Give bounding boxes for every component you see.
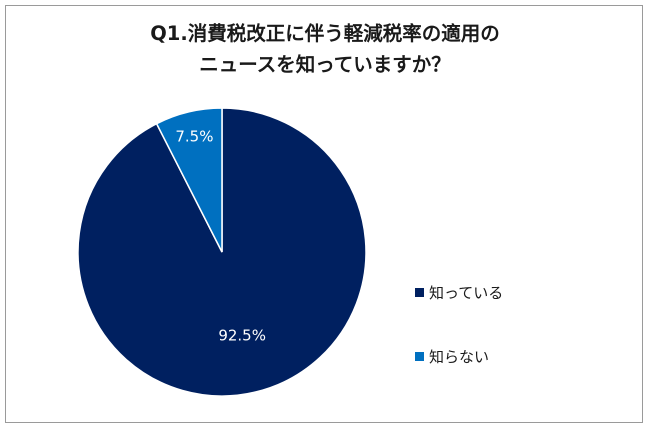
legend-swatch-unaware xyxy=(415,351,424,361)
chart-title: Q1.消費税改正に伴う軽減税率の適用の ニュースを知っていますか？ xyxy=(6,18,644,80)
pie-slice-aware xyxy=(77,107,367,397)
chart-title-line-2: ニュースを知っていますか？ xyxy=(199,53,451,76)
data-label-unaware: 7.5% xyxy=(175,128,213,146)
data-label-aware: 92.5% xyxy=(218,327,266,345)
chart-title-line-1: Q1.消費税改正に伴う軽減税率の適用の xyxy=(150,22,500,45)
pie-slice-unaware xyxy=(155,107,223,253)
legend-item-aware: 知っている xyxy=(415,281,503,303)
legend-label-unaware: 知らない xyxy=(429,347,490,366)
legend: 知っている 知らない xyxy=(415,281,503,409)
legend-swatch-aware xyxy=(415,287,424,297)
legend-label-aware: 知っている xyxy=(429,283,504,302)
chart-frame: Q1.消費税改正に伴う軽減税率の適用の ニュースを知っていますか？ 92.5% 7… xyxy=(5,5,643,423)
legend-item-unaware: 知らない xyxy=(415,345,503,367)
pie-chart: 92.5% 7.5% xyxy=(77,107,367,397)
